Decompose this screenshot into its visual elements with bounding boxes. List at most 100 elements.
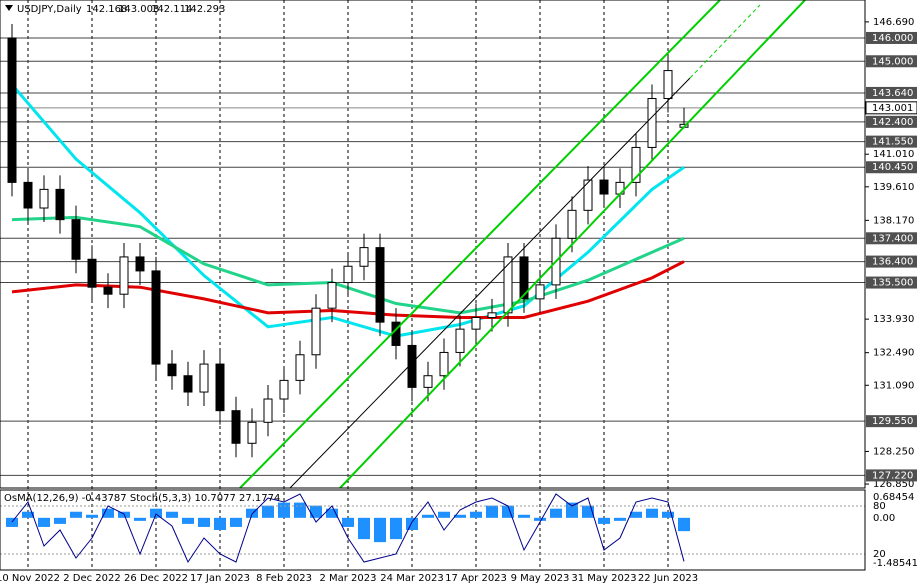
osma-bar <box>550 508 562 518</box>
osma-bar <box>86 514 98 518</box>
x-tick-label: 2 Mar 2023 <box>319 573 376 584</box>
y-tick-label: 128.250 <box>873 446 914 457</box>
x-tick-label: 31 May 2023 <box>571 573 636 584</box>
level-box <box>866 415 917 428</box>
level-box <box>866 469 917 482</box>
candle-body <box>455 328 465 353</box>
level-box <box>866 135 917 148</box>
osma-tick-label: -1.48541 <box>873 558 917 569</box>
level-box <box>866 31 917 44</box>
osma-bar <box>662 511 674 518</box>
candle-body <box>231 410 241 444</box>
y-tick-label: 131.090 <box>873 380 914 391</box>
stoch-tick-label: 20 <box>873 549 886 560</box>
osma-bar <box>326 508 338 518</box>
osma-bar <box>182 517 194 524</box>
candle-body <box>503 256 513 314</box>
current-box <box>865 101 917 115</box>
candle-body <box>39 188 49 209</box>
candle-body <box>583 179 593 211</box>
candle-body <box>23 181 33 209</box>
candle-body <box>87 258 97 288</box>
osma-bar <box>374 517 386 543</box>
moving-average <box>10 83 685 338</box>
osma-bar <box>630 511 642 518</box>
osma-bar <box>422 514 434 518</box>
osma-bar <box>150 508 162 518</box>
osma-bar <box>518 514 530 518</box>
osma-bar <box>70 511 82 518</box>
candle-body <box>519 256 529 300</box>
candle-body <box>247 421 257 444</box>
level-label: 136.400 <box>872 257 913 268</box>
candle-body <box>199 363 209 393</box>
candle-body <box>311 307 321 356</box>
candle-body <box>439 351 449 377</box>
x-tick-label: 24 Mar 2023 <box>380 573 443 584</box>
candle-body <box>103 286 113 295</box>
osma-bar <box>214 517 226 530</box>
quote: 142.168 <box>86 4 127 15</box>
level-label: 129.550 <box>872 416 913 427</box>
candle-body <box>343 265 353 284</box>
candle-body <box>135 256 145 272</box>
candle-body <box>295 354 305 381</box>
osma-bar <box>486 505 498 518</box>
osma-bar <box>598 517 610 524</box>
candle-body <box>423 375 433 388</box>
level-label: 135.500 <box>872 278 913 289</box>
candle-body <box>663 70 673 100</box>
level-label: 140.450 <box>872 162 913 173</box>
osma-bar <box>454 514 466 518</box>
level-label: 127.220 <box>872 470 913 481</box>
osma-bar <box>342 517 354 527</box>
osma-bar <box>470 511 482 518</box>
stoch-tick-label: 80 <box>873 501 886 512</box>
level-box <box>866 161 917 174</box>
channel-mid-ext <box>689 4 761 79</box>
level-label: 142.400 <box>872 117 913 128</box>
candle-body <box>71 219 81 260</box>
level-box <box>866 55 917 68</box>
current-label: 143.001 <box>872 103 913 114</box>
channel-upper <box>239 0 721 489</box>
candle-body <box>359 247 369 267</box>
osma-bar <box>406 517 418 530</box>
candle-body <box>263 398 273 423</box>
osma-bar <box>166 511 178 518</box>
level-label: 137.400 <box>872 233 913 244</box>
stoch-line <box>11 493 685 564</box>
osma-bar <box>566 502 578 518</box>
level-label: 146.000 <box>872 33 913 44</box>
chart-title: USDJPY,Daily <box>17 4 82 15</box>
osma-bar <box>38 517 50 527</box>
osma-bar <box>198 517 210 527</box>
candle-body <box>599 179 609 195</box>
candle-body <box>7 37 17 183</box>
level-label: 143.640 <box>872 88 913 99</box>
x-tick-label: 10 Nov 2022 <box>0 573 60 584</box>
level-box <box>866 255 917 268</box>
level-box <box>866 115 917 128</box>
osma-bar <box>54 517 66 524</box>
moving-average <box>11 260 685 319</box>
osc-frame <box>0 489 866 571</box>
osma-bar <box>6 517 18 527</box>
y-tick-label: 132.490 <box>873 348 914 359</box>
menu-arrow[interactable] <box>5 5 13 11</box>
osma-bar <box>646 508 658 518</box>
candle-body <box>647 98 657 148</box>
level-label: 145.000 <box>872 56 913 67</box>
osma-bar <box>358 517 370 540</box>
osma-bar <box>102 508 114 518</box>
osma-bar <box>614 517 626 521</box>
candle-body <box>119 256 129 295</box>
y-tick-label: 146.690 <box>873 17 914 28</box>
osc-title: OsMA(12,26,9) -0.43787 Stoch(5,3,3) 10.7… <box>4 493 280 504</box>
candle-body <box>535 284 545 300</box>
candle-body <box>55 188 65 221</box>
x-tick-label: 9 May 2023 <box>511 573 570 584</box>
y-tick-label: 126.850 <box>873 479 914 490</box>
candle-body <box>279 379 289 400</box>
osma-bar <box>438 511 450 518</box>
